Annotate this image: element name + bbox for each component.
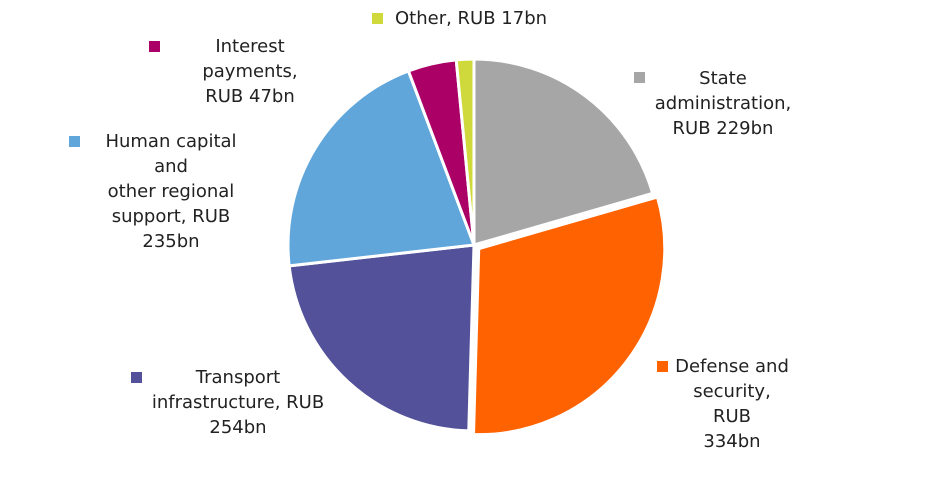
label-state-administration: State administration, RUB 229bn xyxy=(654,68,792,139)
pie-slice-state-administration xyxy=(472,57,655,247)
pie-slice-other xyxy=(454,57,476,247)
label-human-capital: Human capital and other regional support… xyxy=(105,131,237,252)
label-transport-infrastructure: Transport infrastructure, RUB 254bn xyxy=(151,367,325,438)
label-defense-security: Defense and security, RUB 334bn xyxy=(675,356,789,452)
swatch-human-capital xyxy=(69,136,80,147)
swatch-interest-payments xyxy=(149,41,160,52)
swatch-state-administration xyxy=(634,72,645,83)
label-interest-payments: Interest payments, RUB 47bn xyxy=(202,36,298,107)
swatch-other xyxy=(372,13,383,24)
pie-slice-human-capital-and-other-regional-support xyxy=(286,69,476,268)
swatch-transport-infrastructure xyxy=(131,372,142,383)
pie-slice-defense-and-security xyxy=(472,195,667,437)
swatch-defense-security xyxy=(657,361,668,372)
label-other: Other, RUB 17bn xyxy=(395,8,548,29)
pie-slices xyxy=(286,57,667,437)
pie-slice-transport-infrastructure xyxy=(287,243,476,433)
